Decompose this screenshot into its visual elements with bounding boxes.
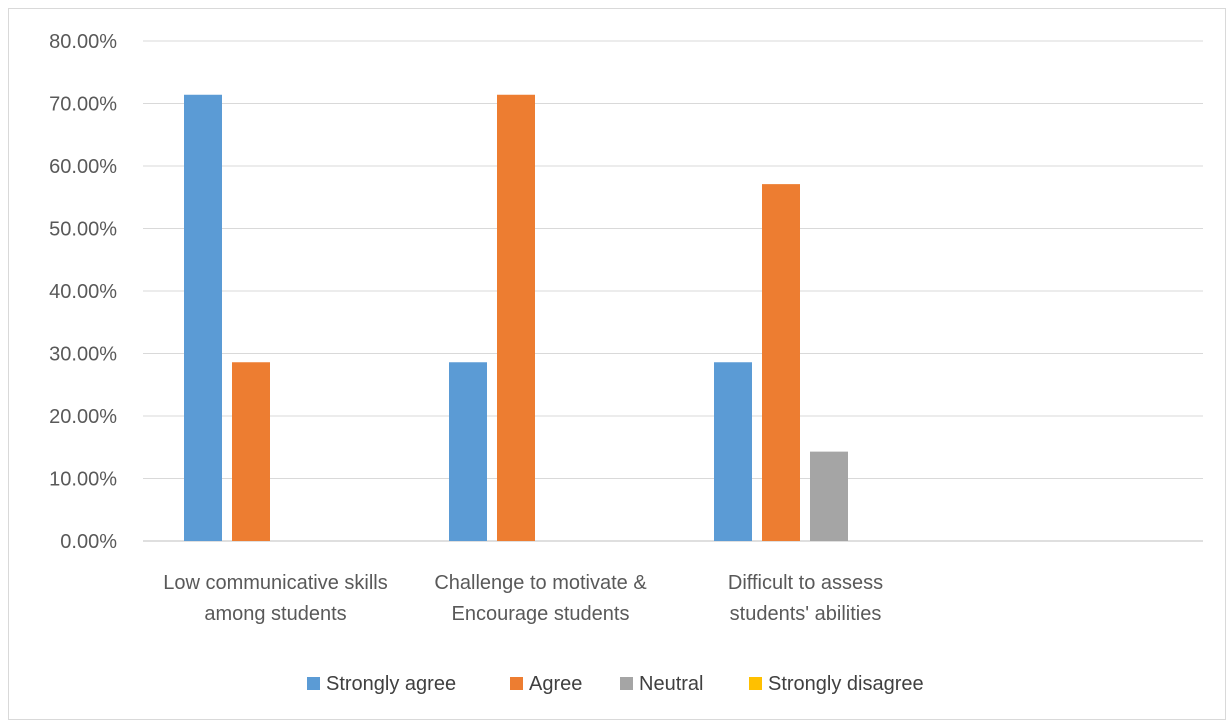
y-tick-label: 0.00% bbox=[60, 531, 117, 553]
x-tick-label: among students bbox=[204, 603, 346, 625]
x-tick-label: Challenge to motivate & bbox=[434, 572, 647, 594]
x-tick-label: students' abilities bbox=[730, 603, 882, 625]
legend-label: Strongly disagree bbox=[768, 673, 924, 695]
y-tick-label: 80.00% bbox=[49, 31, 117, 53]
legend-swatch bbox=[749, 677, 762, 690]
bar bbox=[714, 362, 752, 541]
bar bbox=[184, 94, 222, 541]
y-tick-label: 70.00% bbox=[49, 94, 117, 116]
legend-label: Agree bbox=[529, 673, 582, 695]
legend-label: Strongly agree bbox=[326, 673, 456, 695]
bar bbox=[810, 451, 848, 541]
y-tick-label: 10.00% bbox=[49, 469, 117, 491]
legend-swatch bbox=[307, 677, 320, 690]
y-tick-label: 60.00% bbox=[49, 156, 117, 178]
bar bbox=[497, 94, 535, 541]
legend-swatch bbox=[620, 677, 633, 690]
y-tick-label: 30.00% bbox=[49, 344, 117, 366]
x-tick-label: Low communicative skills bbox=[163, 572, 388, 594]
y-tick-label: 20.00% bbox=[49, 406, 117, 428]
y-tick-label: 50.00% bbox=[49, 219, 117, 241]
legend-label: Neutral bbox=[639, 673, 703, 695]
legend-swatch bbox=[510, 677, 523, 690]
x-tick-label: Encourage students bbox=[452, 603, 630, 625]
x-tick-label: Difficult to assess bbox=[728, 572, 883, 594]
bar bbox=[232, 362, 270, 541]
y-tick-label: 40.00% bbox=[49, 281, 117, 303]
bar bbox=[762, 184, 800, 541]
bar bbox=[449, 362, 487, 541]
